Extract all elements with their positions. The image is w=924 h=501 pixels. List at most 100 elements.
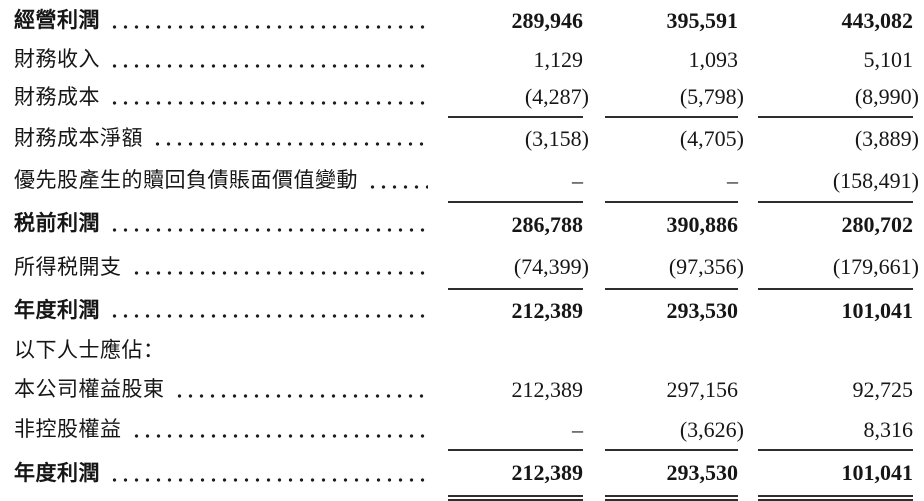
- cell-value: (3,158): [524, 126, 589, 151]
- cell-value: 390,886: [666, 211, 739, 237]
- value-col2: 293,530: [605, 450, 739, 501]
- value-col1: [448, 332, 583, 370]
- column-gap: [583, 289, 605, 332]
- cell-value: (4,705): [679, 126, 744, 151]
- cell-value: (4,287): [524, 84, 589, 109]
- row-label: 年度利潤: [14, 461, 100, 486]
- value-col3: 280,702: [758, 202, 914, 246]
- column-gap: [583, 0, 605, 42]
- row-label: 税前利潤: [14, 211, 100, 236]
- cell-value: (158,491): [832, 167, 919, 193]
- value-col3: (179,661): [758, 246, 919, 290]
- cell-value: 286,788: [511, 211, 584, 237]
- table-row: 本公司權益股東 212,389 297,156 92,725: [0, 370, 924, 410]
- value-col2: –: [605, 160, 738, 203]
- table-row: 以下人士應佔：: [0, 332, 924, 370]
- value-col3: 101,041: [758, 289, 914, 332]
- column-gap: [583, 370, 605, 410]
- table-row: 非控股權益 – (3,626) 8,316: [0, 410, 924, 451]
- row-label: 以下人士應佔：: [14, 338, 165, 363]
- column-gap: [738, 160, 758, 202]
- column-gap: [583, 450, 605, 498]
- table-row: 財務收入 1,129 1,093 5,101: [0, 42, 924, 78]
- cell-value: 293,530: [666, 460, 739, 485]
- right-margin: [913, 332, 924, 370]
- value-col3: (8,990): [758, 78, 919, 118]
- right-margin: [913, 289, 924, 332]
- value-col2: 297,156: [605, 370, 739, 410]
- column-gap: [738, 450, 758, 498]
- value-col3: 8,316: [758, 410, 914, 451]
- column-gap: [738, 370, 758, 410]
- cell-value: 8,316: [863, 416, 914, 442]
- column-gap: [738, 332, 758, 370]
- dot-leader: [149, 141, 428, 148]
- row-label: 財務成本: [14, 84, 100, 109]
- dot-leader: [106, 23, 428, 30]
- dot-leader: [106, 226, 428, 233]
- row-label: 本公司權益股東: [14, 377, 165, 402]
- row-label: 財務收入: [14, 47, 100, 72]
- dot-leader: [127, 270, 428, 277]
- dot-leader: [106, 476, 428, 483]
- cell-value: 289,946: [511, 8, 584, 33]
- row-label: 年度利潤: [14, 297, 100, 322]
- cell-value: –: [572, 416, 583, 442]
- cell-value: (74,399): [513, 254, 589, 279]
- column-gap: [738, 42, 758, 78]
- column-gap: [583, 160, 605, 202]
- dot-leader: [106, 313, 428, 320]
- cell-value: 293,530: [666, 298, 739, 323]
- value-col1: (4,287): [448, 78, 589, 118]
- row-label: 經營利潤: [14, 8, 100, 33]
- value-col2: 293,530: [605, 289, 739, 332]
- right-margin: [913, 202, 924, 246]
- value-col2: (5,798): [605, 78, 744, 118]
- cell-value: 101,041: [841, 298, 914, 323]
- row-label: 非控股權益: [14, 417, 122, 442]
- row-label: 優先股產生的贖回負債賬面價值變動: [14, 168, 358, 193]
- cell-value: 5,101: [863, 47, 914, 72]
- value-col1: 212,389: [448, 289, 584, 332]
- right-margin: [913, 450, 924, 498]
- value-col3: 92,725: [758, 370, 914, 410]
- dot-leader: [106, 62, 428, 69]
- dot-leader: [127, 432, 428, 439]
- cell-value: 212,389: [511, 377, 584, 402]
- cell-value: (8,990): [854, 84, 919, 109]
- cell-value: 101,041: [841, 460, 914, 485]
- table-row: 所得税開支 (74,399) (97,356) (179,661): [0, 246, 924, 290]
- value-col2: 390,886: [605, 202, 739, 246]
- right-margin: [913, 42, 924, 78]
- cell-value: (3,626): [679, 416, 744, 442]
- column-gap: [738, 0, 758, 42]
- column-gap: [738, 202, 758, 246]
- cell-value: 92,725: [852, 377, 914, 402]
- cell-value: –: [572, 167, 583, 193]
- value-col1: (74,399): [448, 246, 589, 290]
- value-col1: 289,946: [448, 0, 584, 42]
- value-col2: 395,591: [605, 0, 739, 42]
- value-col1: 212,389: [448, 450, 583, 501]
- value-col2: (4,705): [605, 117, 744, 160]
- cell-value: –: [727, 167, 738, 193]
- column-gap: [738, 289, 758, 332]
- right-margin: [913, 370, 924, 410]
- table-row: 年度利潤 212,389 293,530 101,041: [0, 289, 924, 332]
- value-col3: (3,889): [758, 117, 919, 160]
- table-row: 經營利潤 289,946 395,591 443,082: [0, 0, 924, 42]
- right-margin: [913, 0, 924, 42]
- cell-value: 1,093: [688, 47, 739, 72]
- value-col1: –: [448, 160, 583, 203]
- dot-leader: [364, 183, 428, 190]
- column-gap: [583, 410, 605, 450]
- value-col1: 286,788: [448, 202, 584, 246]
- cell-value: 1,129: [533, 47, 584, 72]
- table-row: 年度利潤 212,389 293,530 101,041: [0, 450, 924, 501]
- row-label: 財務成本淨額: [14, 125, 143, 150]
- column-gap: [583, 332, 605, 370]
- cell-value: 443,082: [841, 8, 914, 33]
